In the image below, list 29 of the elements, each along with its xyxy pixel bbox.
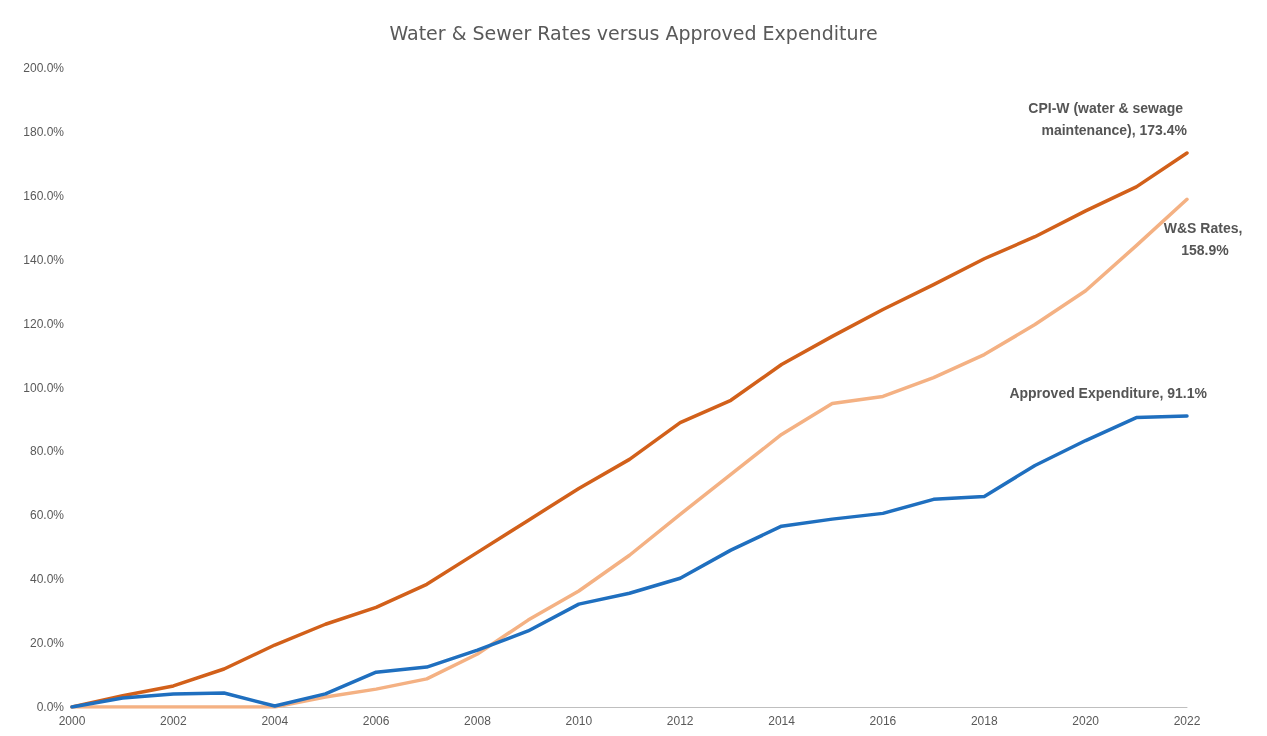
line-series xyxy=(70,414,1189,709)
x-tick-label: 2008 xyxy=(464,714,492,728)
y-tick-label: 80.0% xyxy=(29,444,65,459)
x-tick-label: 2002 xyxy=(160,714,188,728)
x-tick-label: 2010 xyxy=(565,714,593,728)
x-tick-label: 2020 xyxy=(1072,714,1100,728)
x-tick-label: 2012 xyxy=(666,714,694,728)
x-tick-label: 2000 xyxy=(58,714,86,728)
data-label: 158.9% xyxy=(1181,242,1230,259)
x-tick-label: 2016 xyxy=(869,714,897,728)
y-tick-label: 200.0% xyxy=(23,61,65,75)
y-tick-label: 100.0% xyxy=(23,380,65,395)
y-tick-label: 160.0% xyxy=(23,188,65,203)
y-tick-label: 140.0% xyxy=(23,252,65,267)
text: Approved Expenditure, 91.1% xyxy=(1009,384,1207,401)
y-tick-label: 0.0% xyxy=(36,700,65,714)
x-tick-label: 2004 xyxy=(261,714,289,728)
x-tick-label: 2014 xyxy=(768,714,796,728)
x-tick-label: 2006 xyxy=(362,714,390,728)
y-tick-label: 60.0% xyxy=(29,508,65,523)
chart-title: Water & Sewer Rates versus Approved Expenditure xyxy=(389,21,878,44)
series-label: W&S Rates, xyxy=(1163,220,1247,237)
y-tick-label: 120.0% xyxy=(23,316,65,331)
x-tick-label: 2022 xyxy=(1173,714,1201,728)
y-tick-label: 180.0% xyxy=(23,124,65,139)
text: CPI-W (water & sewage maintenance), 173.4% xyxy=(1028,99,1187,138)
y-tick-label: 20.0% xyxy=(29,636,65,651)
x-tick-label: 2018 xyxy=(970,714,998,728)
y-tick-label: 40.0% xyxy=(29,572,65,587)
